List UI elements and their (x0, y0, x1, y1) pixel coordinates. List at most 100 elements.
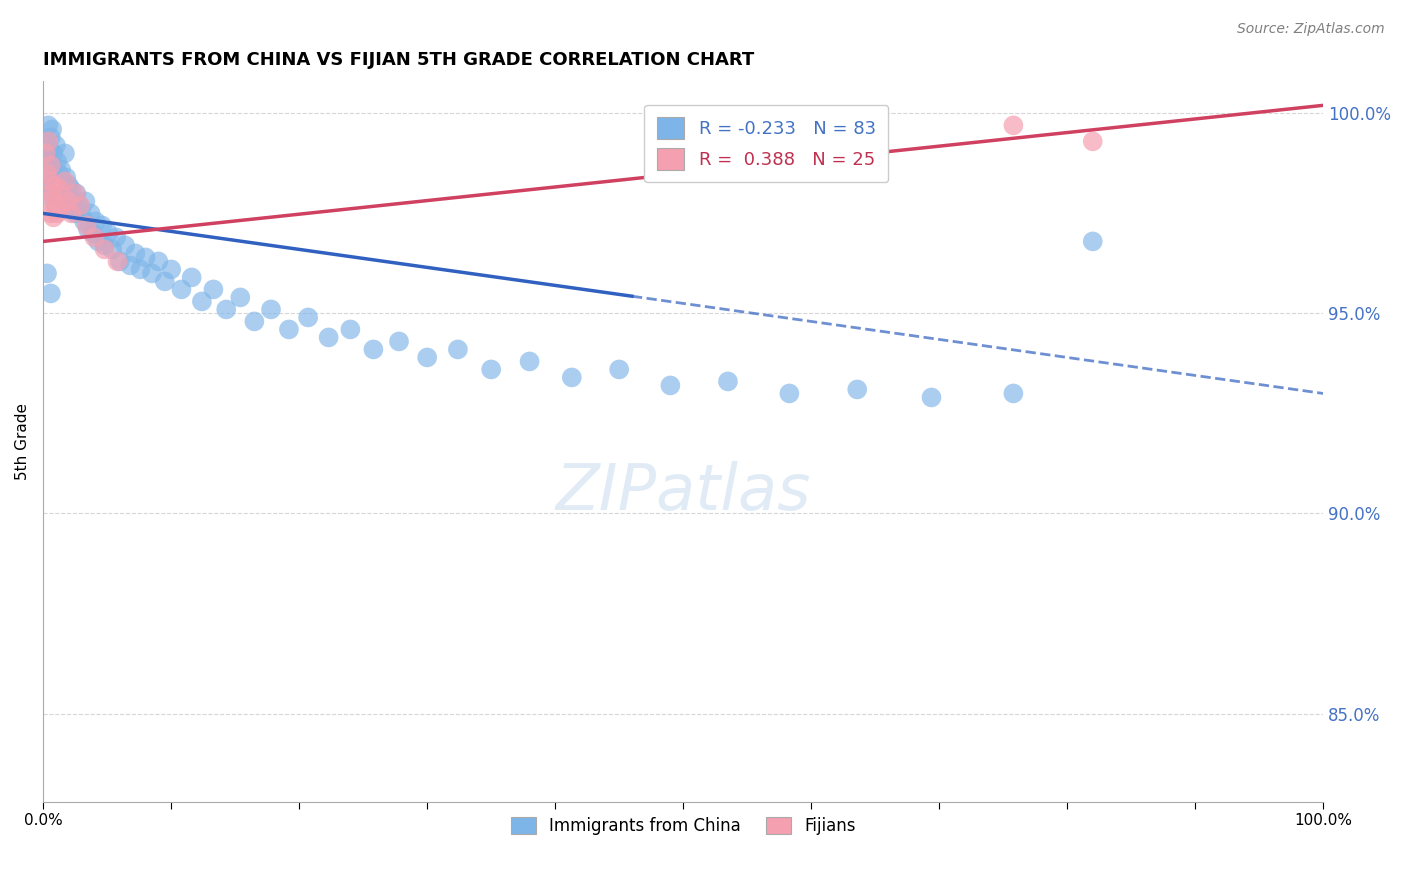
Point (84, 214, 107, 228)
Point (35, 154, 58, 169)
Point (35, 134, 58, 148)
Text: Source: ZipAtlas.com: Source: ZipAtlas.com (1237, 22, 1385, 37)
Point (56, 194, 79, 209)
Point (41, 158, 63, 172)
Point (37, 119, 59, 133)
Point (77, 222, 100, 236)
Point (1081, 134, 1104, 148)
Point (37, 178, 59, 193)
Point (91, 219, 114, 233)
Point (38, 174, 60, 188)
Point (41, 186, 63, 201)
Point (35, 166, 58, 180)
Point (260, 302, 283, 317)
Point (37, 134, 59, 148)
Point (846, 383, 869, 397)
Point (79, 206, 101, 220)
Point (49, 182, 72, 196)
Point (83, 230, 105, 244)
Text: ZIPatlas: ZIPatlas (555, 461, 811, 523)
Point (1002, 119, 1025, 133)
Point (73, 214, 96, 228)
Point (52, 190, 75, 204)
Point (45, 194, 67, 209)
Point (70, 206, 93, 220)
Point (124, 246, 146, 260)
Point (82, 227, 104, 241)
Point (135, 251, 157, 265)
Point (243, 314, 266, 328)
Point (48, 166, 70, 180)
Point (39, 158, 62, 172)
Point (53, 174, 76, 188)
Point (87, 235, 110, 249)
Point (37, 194, 59, 209)
Legend: Immigrants from China, Fijians: Immigrants from China, Fijians (502, 809, 863, 844)
Point (58, 178, 80, 193)
Point (388, 334, 411, 349)
Point (38, 166, 60, 180)
Point (41, 122, 63, 136)
Text: IMMIGRANTS FROM CHINA VS FIJIAN 5TH GRADE CORRELATION CHART: IMMIGRANTS FROM CHINA VS FIJIAN 5TH GRAD… (44, 51, 755, 69)
Point (105, 230, 128, 244)
Point (63, 194, 86, 209)
Point (153, 274, 176, 288)
Point (39, 190, 62, 204)
Point (39, 206, 62, 220)
Point (519, 354, 541, 368)
Point (49, 162, 72, 177)
Point (53, 146, 76, 161)
Point (416, 351, 439, 365)
Point (76, 219, 98, 233)
Y-axis label: 5th Grade: 5th Grade (15, 403, 30, 480)
Point (60, 182, 83, 196)
Point (1002, 386, 1025, 401)
Point (778, 386, 800, 401)
Point (202, 282, 225, 296)
Point (35, 146, 58, 161)
Point (46, 206, 69, 220)
Point (51, 198, 73, 212)
Point (921, 391, 943, 405)
Point (49, 182, 72, 196)
Point (42, 211, 65, 225)
Point (59, 202, 82, 217)
Point (51, 174, 73, 188)
Point (297, 310, 319, 325)
Point (42, 174, 65, 188)
Point (114, 238, 136, 252)
Point (339, 322, 361, 336)
Point (479, 362, 502, 376)
Point (75, 194, 97, 209)
Point (67, 198, 90, 212)
Point (318, 330, 340, 344)
Point (160, 262, 183, 277)
Point (717, 375, 740, 389)
Point (56, 194, 79, 209)
Point (120, 259, 142, 273)
Point (1081, 235, 1104, 249)
Point (229, 290, 252, 304)
Point (39, 130, 62, 145)
Point (108, 254, 131, 268)
Point (170, 282, 193, 296)
Point (35, 267, 58, 281)
Point (141, 267, 163, 281)
Point (39, 286, 62, 301)
Point (63, 186, 86, 201)
Point (69, 198, 91, 212)
Point (278, 322, 301, 336)
Point (42, 146, 65, 161)
Point (561, 370, 583, 384)
Point (44, 170, 66, 185)
Point (101, 243, 124, 257)
Point (55, 170, 77, 185)
Point (215, 302, 238, 317)
Point (148, 254, 170, 268)
Point (607, 362, 630, 376)
Point (93, 243, 115, 257)
Point (97, 227, 120, 241)
Point (93, 238, 115, 252)
Point (107, 254, 129, 268)
Point (363, 343, 385, 357)
